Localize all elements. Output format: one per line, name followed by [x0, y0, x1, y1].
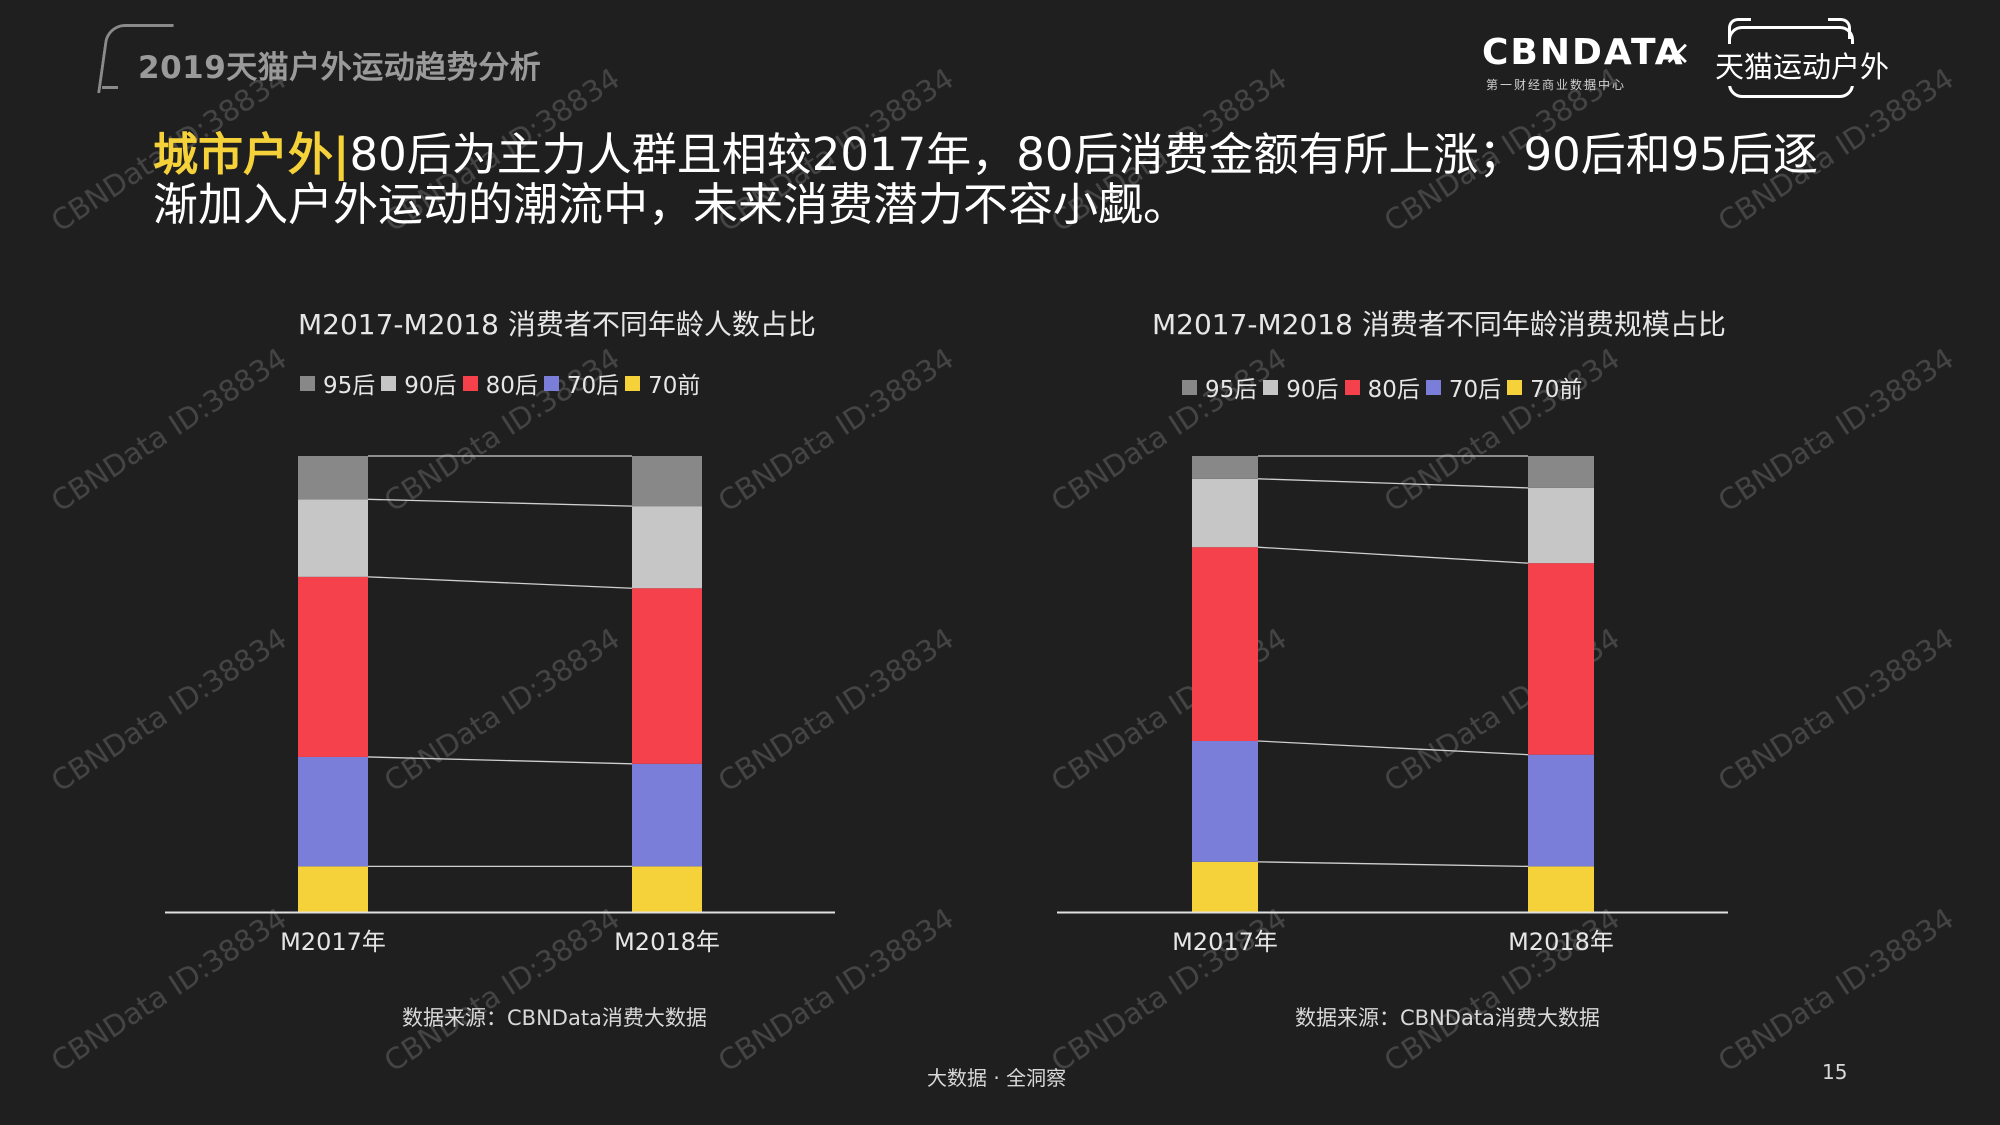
legend-swatch	[1425, 379, 1441, 395]
chart2-connector-2	[1257, 740, 1529, 756]
cbndata-logo: CBNDATA	[1482, 32, 1685, 73]
chart2-bar-0-70前	[1192, 861, 1258, 912]
chart1-bar-1-95后	[632, 456, 702, 507]
legend-label: 70前	[1530, 377, 1583, 403]
footer-tagline: 大数据 · 全洞察	[927, 1066, 1067, 1090]
chart2-title: M2017-M2018 消费者不同年龄消费规模占比	[1152, 308, 1726, 341]
chart2-bar-1-80后	[1528, 563, 1594, 755]
chart2-source: 数据来源：CBNData消费大数据	[1295, 1006, 1600, 1030]
legend-swatch	[462, 375, 478, 391]
chart1-legend-item: 80后	[462, 366, 538, 400]
legend-swatch	[625, 375, 641, 391]
chart2-xtick-1: M2018年	[1508, 928, 1614, 956]
chart2-legend-item: 95后	[1182, 370, 1257, 404]
chart1-legend-item: 70后	[543, 366, 620, 400]
chart2-legend-item: 80后	[1344, 370, 1420, 404]
chart1-bar-0-70后	[298, 756, 368, 867]
cbndata-logo-subtitle: 第一财经商业数据中心	[1486, 78, 1627, 92]
headline: 城市户外|80后为主力人群且相较2017年，80后消费金额有所上涨；90后和95…	[153, 130, 1853, 230]
chart2-bar-0-80后	[1192, 547, 1258, 741]
tmall-logo-ear-left	[1728, 18, 1751, 39]
chart2-bar-1-70后	[1528, 754, 1594, 867]
legend-swatch	[381, 375, 397, 391]
title-bracket-foot	[102, 86, 118, 89]
chart2-legend-item: 90后	[1263, 370, 1339, 404]
legend-label: 70前	[648, 373, 701, 399]
legend-swatch	[1182, 379, 1197, 395]
chart1-bar-1-80后	[632, 588, 702, 764]
legend-swatch	[1507, 379, 1523, 395]
legend-label: 80后	[485, 373, 538, 399]
chart1-legend-item: 90后	[381, 366, 457, 400]
chart1-xtick-1: M2018年	[614, 928, 720, 956]
legend-label: 95后	[323, 373, 376, 399]
chart1-title: M2017-M2018 消费者不同年龄人数占比	[298, 308, 816, 341]
chart2-legend: 95后 90后 80后 70后 70前	[1182, 370, 1588, 404]
tmall-sports-logo: 天猫运动户外	[1713, 44, 1892, 86]
chart1-bar-1-70前	[632, 866, 702, 912]
legend-swatch	[543, 375, 559, 391]
legend-label: 90后	[404, 373, 457, 399]
chart2-xtick-0: M2017年	[1172, 928, 1278, 956]
page-number: 15	[1822, 1060, 1848, 1084]
chart2-connector-1	[1257, 861, 1529, 868]
chart1-bar-1-90后	[632, 506, 702, 589]
chart1-bar-1-70后	[632, 763, 702, 867]
chart2-bar-0-95后	[1192, 456, 1258, 479]
chart1-legend: 95后 90后 80后 70后 70前	[300, 366, 706, 400]
chart1-legend-item: 70前	[625, 366, 700, 400]
chart2-bar-1-70前	[1528, 866, 1594, 912]
headline-separator: |	[333, 128, 350, 181]
chart1-bar-0-80后	[298, 576, 368, 757]
chart2-legend-item: 70前	[1507, 370, 1582, 404]
chart1-xtick-0: M2017年	[280, 928, 386, 956]
legend-swatch	[1344, 379, 1360, 395]
chart1-bar-0-95后	[298, 456, 368, 500]
tmall-logo-ear-right	[1828, 18, 1851, 39]
legend-label: 70后	[566, 373, 620, 399]
legend-swatch	[1263, 379, 1279, 395]
headline-text: 80后为主力人群且相较2017年，80后消费金额有所上涨；90后和95后逐渐加入…	[153, 128, 1819, 231]
chart1-source: 数据来源：CBNData消费大数据	[402, 1006, 707, 1030]
legend-label: 80后	[1367, 377, 1420, 403]
chart2-bar-1-90后	[1528, 487, 1594, 564]
headline-highlight: 城市户外	[153, 128, 334, 181]
chart2-connector-3	[1257, 546, 1529, 564]
chart2-bar-1-95后	[1528, 456, 1594, 488]
chart1-connector-4	[367, 498, 633, 507]
chart1-bar-0-90后	[298, 499, 368, 577]
chart1-connector-2	[367, 756, 633, 765]
chart1-legend-item: 95后	[300, 366, 375, 400]
chart1-bar-0-70前	[298, 866, 368, 912]
legend-label: 70后	[1448, 377, 1502, 403]
legend-label: 90后	[1286, 377, 1339, 403]
chart2-bar-0-70后	[1192, 741, 1258, 862]
chart2-connector-4	[1257, 478, 1529, 489]
legend-label: 95后	[1205, 377, 1258, 403]
collab-x: ×	[1663, 33, 1692, 73]
chart1-connector-3	[367, 576, 633, 589]
chart2-bar-0-90后	[1192, 478, 1258, 548]
chart2-legend-item: 70后	[1425, 370, 1502, 404]
legend-swatch	[300, 375, 315, 391]
report-title: 2019天猫户外运动趋势分析	[138, 50, 542, 86]
